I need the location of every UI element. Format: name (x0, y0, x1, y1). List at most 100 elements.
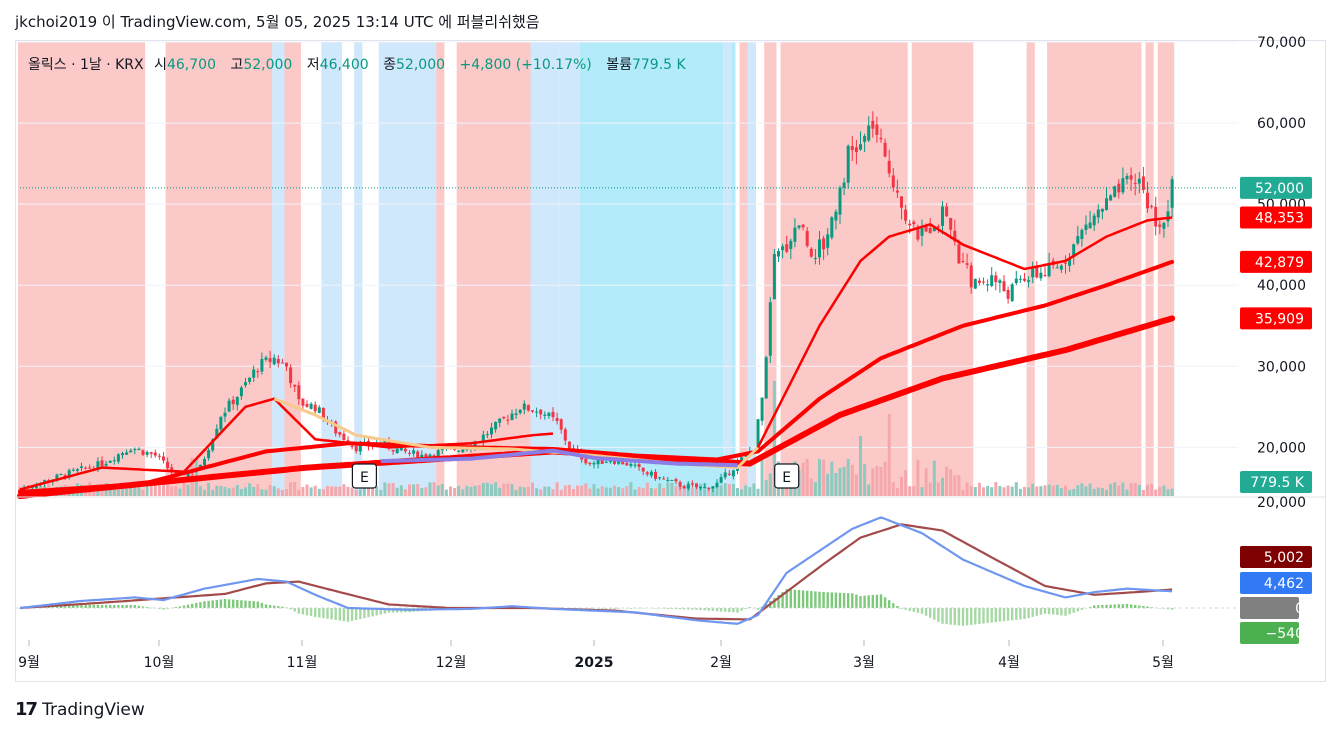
macd-histogram-bar (1080, 608, 1084, 610)
candle-body (84, 467, 88, 469)
macd-histogram-bar (1035, 608, 1038, 616)
volume-bar (539, 489, 543, 496)
volume-bar (1129, 483, 1133, 496)
time-tick-label: 2025 (575, 655, 614, 671)
macd-histogram-bar (937, 608, 940, 622)
candle-body (207, 450, 211, 459)
highlight-bands (18, 42, 1175, 496)
volume-bar (711, 489, 715, 496)
candle-body (350, 445, 354, 447)
volume-bar (403, 489, 407, 496)
macd-histogram-bar (974, 608, 977, 625)
candle-body (826, 234, 830, 248)
candle-body (945, 206, 949, 217)
volume-bar (908, 486, 912, 496)
macd-histogram-bar (137, 605, 141, 608)
candle-body (268, 358, 272, 363)
candle-body (149, 452, 153, 454)
volume-bar (116, 489, 120, 496)
candle-body (695, 483, 698, 488)
candle-body (157, 455, 161, 457)
candle-body (1141, 176, 1145, 191)
candle-body (567, 441, 571, 450)
candle-body (1084, 224, 1088, 230)
close-value: 52,000 (396, 57, 446, 73)
volume-bar (809, 478, 813, 496)
candle-body (203, 458, 206, 466)
volume-bar (1117, 485, 1121, 496)
macd-histogram-bar (1134, 604, 1137, 608)
candle-body (990, 275, 994, 286)
macd-histogram-bar (806, 590, 809, 608)
volume-bar (1105, 489, 1108, 496)
volume-bar (580, 485, 584, 496)
macd-histogram-bar (252, 601, 255, 608)
candle-body (1068, 259, 1072, 266)
volume-bar (92, 489, 96, 496)
volume-bar (547, 486, 551, 496)
volume-bar (166, 484, 170, 496)
macd-histogram-bar (781, 592, 784, 608)
volume-bar (461, 489, 465, 496)
chart-frame[interactable] (15, 40, 1326, 682)
macd-histogram-bar (1146, 606, 1149, 608)
candle-body (461, 448, 465, 453)
volume-bar (912, 486, 916, 496)
candle-body (555, 418, 559, 421)
macd-histogram-bar (84, 604, 87, 608)
macd-histogram-bar (642, 608, 645, 609)
macd-histogram-bar (264, 604, 268, 608)
candle-body (215, 428, 219, 439)
volume-bar (137, 482, 141, 496)
macd-histogram-bar (301, 608, 305, 615)
macd-histogram-bar (1117, 604, 1120, 608)
candle-body (244, 382, 247, 386)
macd-histogram-bar (1039, 608, 1043, 615)
volume-bar (498, 487, 502, 496)
volume-bar (744, 485, 748, 496)
open-value: 46,700 (166, 57, 216, 73)
candle-body (391, 449, 395, 452)
volume-bar (850, 464, 854, 496)
candle-body (982, 281, 985, 283)
macd-histogram-bar (387, 608, 391, 613)
candle-body (768, 302, 772, 356)
candle-body (252, 369, 256, 378)
volume-bar (715, 484, 719, 496)
candle-body (293, 384, 297, 387)
candle-body (80, 466, 83, 468)
candle-body (904, 209, 908, 221)
volume-bar (432, 482, 436, 496)
volume-bar (752, 483, 756, 496)
candle-body (547, 412, 551, 417)
volume-bar (469, 486, 473, 496)
tradingview-logo[interactable]: 17 TradingView (15, 699, 145, 720)
volume-bar (301, 487, 305, 496)
zero-tag-label: 0 (1295, 601, 1304, 617)
highlight-band (559, 42, 580, 496)
histogram-tag-label: −540 (1266, 626, 1304, 642)
macd-histogram-bar (244, 600, 247, 608)
candle-body (408, 452, 411, 454)
macd-histogram-bar (1052, 608, 1055, 615)
volume-bar (945, 466, 949, 496)
volume-bar (383, 482, 387, 496)
candle-body (637, 464, 641, 467)
macd-histogram-bar (986, 608, 989, 624)
volume-bar (526, 486, 530, 496)
candle-body (875, 124, 879, 135)
candle-body (629, 463, 633, 466)
candle-body (153, 452, 157, 456)
macd-histogram-bar (961, 608, 965, 626)
candle-body (949, 218, 953, 230)
candle-body (961, 261, 965, 263)
volume-bar (1146, 484, 1149, 496)
candle-body (1059, 265, 1063, 270)
macd-histogram-bar (309, 608, 313, 617)
candle-body (936, 226, 940, 228)
candle-body (129, 450, 133, 453)
candle-body (309, 403, 313, 409)
volume-bar (768, 473, 772, 496)
volume-bar (203, 489, 206, 496)
